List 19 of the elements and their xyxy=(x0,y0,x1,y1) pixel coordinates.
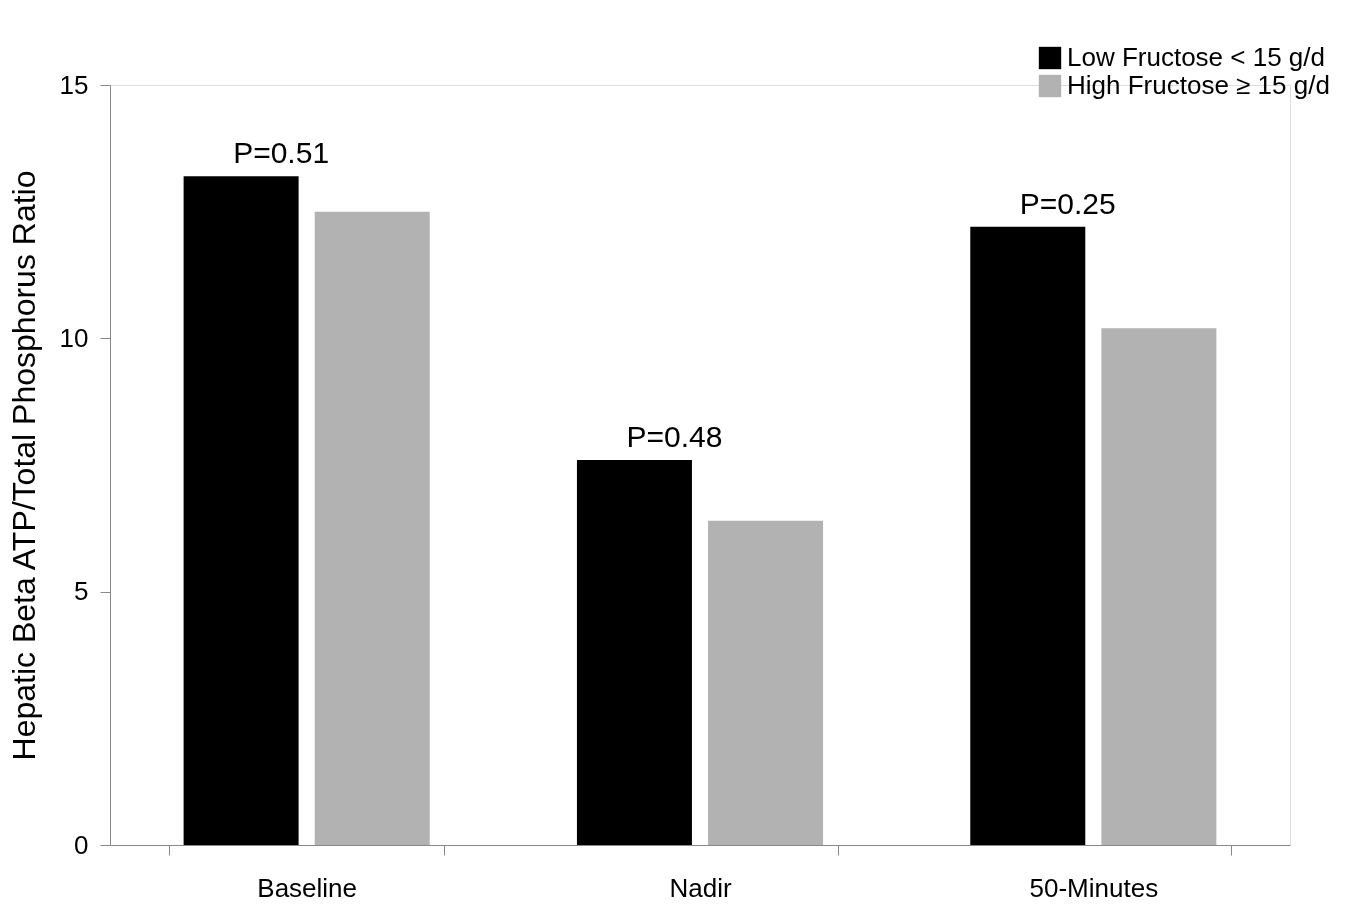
x-tick-label: Nadir xyxy=(669,872,732,903)
annotation: P=0.51 xyxy=(233,136,330,170)
annotation: P=0.25 xyxy=(1019,186,1116,220)
bar xyxy=(576,459,692,845)
bar xyxy=(314,211,430,845)
bar xyxy=(708,520,824,845)
bar xyxy=(970,226,1086,845)
y-tick-label: 0 xyxy=(74,829,89,860)
y-tick-label: 15 xyxy=(59,69,89,100)
y-axis-title: Hepatic Beta ATP/Total Phosphorus Ratio xyxy=(5,170,42,761)
legend-label: High Fructose ≥ 15 g/d xyxy=(1067,70,1330,100)
annotation: P=0.48 xyxy=(626,419,723,453)
y-tick-label: 10 xyxy=(59,322,89,353)
legend-label: Low Fructose < 15 g/d xyxy=(1067,42,1325,72)
x-tick-label: 50-Minutes xyxy=(1029,872,1159,903)
y-tick-label: 5 xyxy=(74,576,89,607)
bar xyxy=(1101,328,1217,845)
x-tick-label: Baseline xyxy=(257,872,358,903)
bar xyxy=(183,176,299,845)
